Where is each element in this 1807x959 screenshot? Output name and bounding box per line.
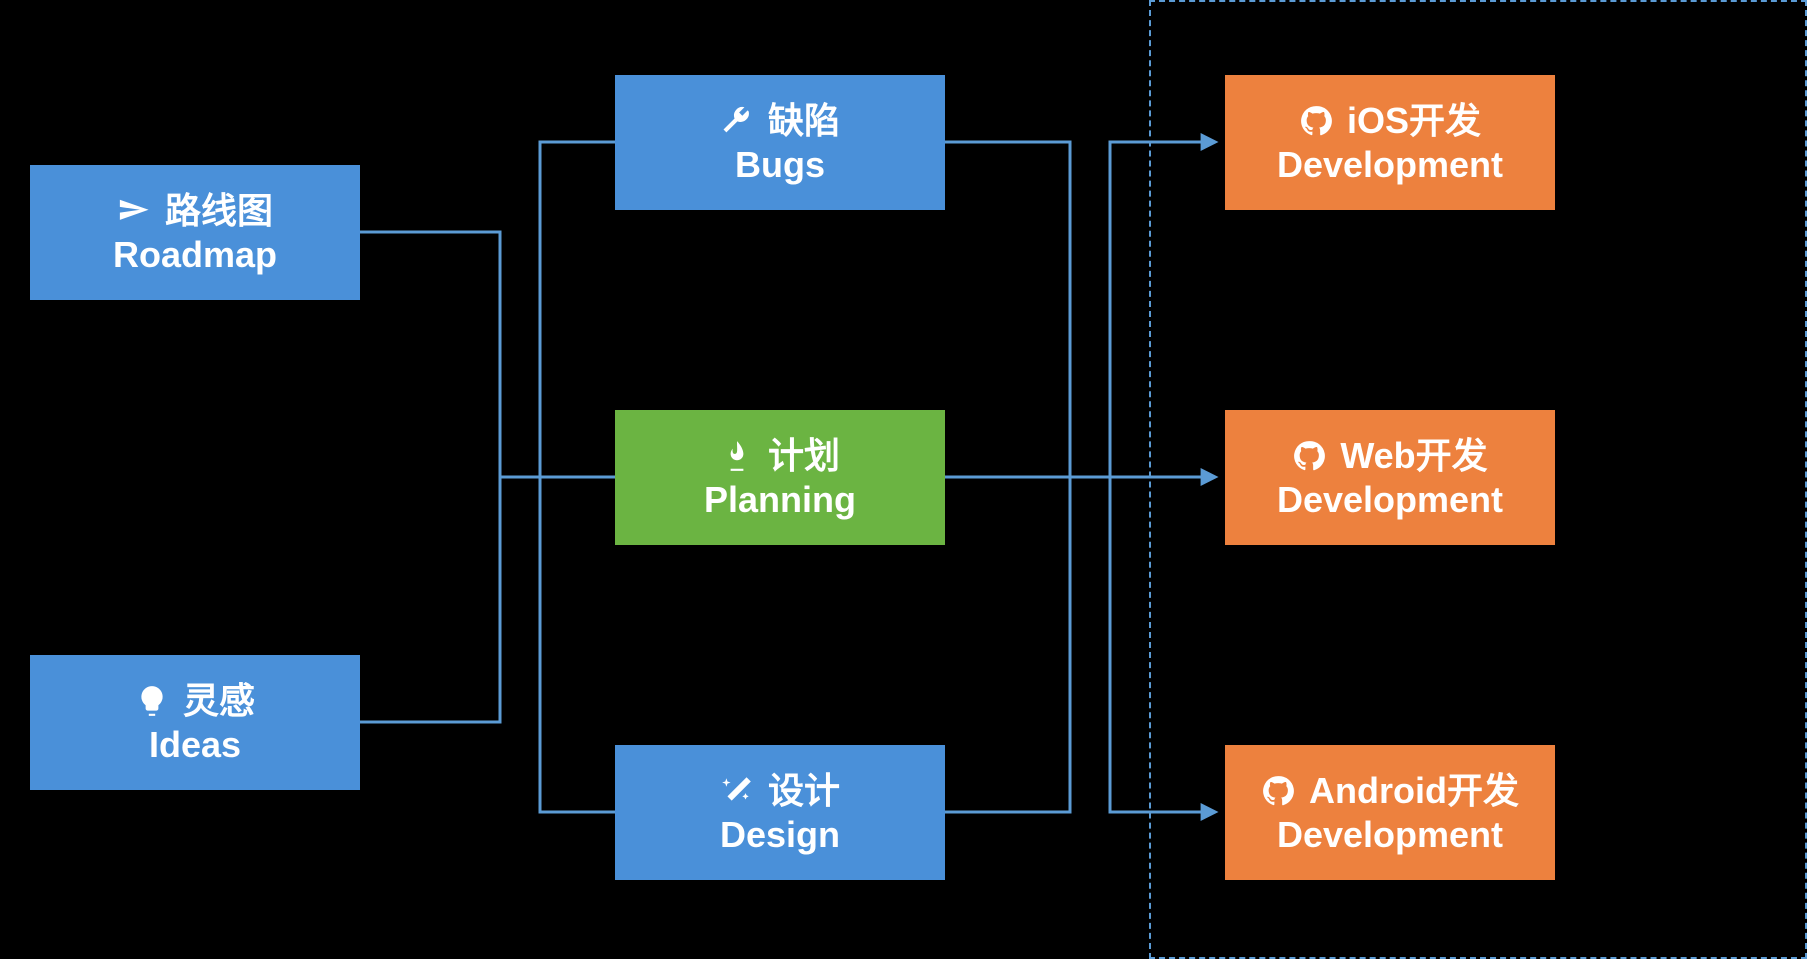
github-icon bbox=[1292, 439, 1326, 473]
node-ios: iOS开发Development bbox=[1225, 75, 1555, 210]
workflow-diagram: 路线图Roadmap 灵感Ideas 缺陷Bugs 计划Planning 设计Desig… bbox=[0, 0, 1807, 959]
node-title-cn: 设计 bbox=[768, 771, 840, 811]
flame-icon bbox=[720, 439, 754, 473]
node-title-cn: 缺陷 bbox=[768, 101, 840, 141]
github-icon bbox=[1261, 774, 1295, 808]
wand-icon bbox=[720, 774, 754, 808]
node-title-cn: 计划 bbox=[768, 436, 840, 476]
node-title-cn: 路线图 bbox=[165, 191, 273, 231]
node-title-cn: iOS开发 bbox=[1347, 101, 1481, 141]
node-title-cn: Web开发 bbox=[1340, 436, 1487, 476]
node-title-en: Development bbox=[1277, 145, 1503, 185]
wrench-icon bbox=[720, 104, 754, 138]
node-title-en: Roadmap bbox=[113, 235, 277, 275]
node-title-en: Development bbox=[1277, 480, 1503, 520]
node-roadmap: 路线图Roadmap bbox=[30, 165, 360, 300]
node-title-cn: 灵感 bbox=[183, 681, 255, 721]
node-design: 设计Design bbox=[615, 745, 945, 880]
edge-bugs-planning bbox=[540, 142, 615, 477]
node-title-en: Bugs bbox=[735, 145, 825, 185]
edge-design-planning bbox=[540, 477, 615, 812]
edge-bugs-ios bbox=[945, 142, 1070, 477]
node-title-en: Ideas bbox=[149, 725, 241, 765]
edge-roadmap-planning bbox=[360, 232, 615, 477]
bulb-icon bbox=[135, 684, 169, 718]
node-ideas: 灵感Ideas bbox=[30, 655, 360, 790]
node-web: Web开发Development bbox=[1225, 410, 1555, 545]
node-title-en: Design bbox=[720, 815, 840, 855]
github-icon bbox=[1299, 104, 1333, 138]
node-planning: 计划Planning bbox=[615, 410, 945, 545]
plane-icon bbox=[117, 194, 151, 228]
node-title-cn: Android开发 bbox=[1309, 771, 1519, 811]
edge-design-android bbox=[945, 477, 1070, 812]
node-bugs: 缺陷Bugs bbox=[615, 75, 945, 210]
node-android: Android开发Development bbox=[1225, 745, 1555, 880]
edge-ideas-planning bbox=[360, 477, 615, 722]
node-title-en: Development bbox=[1277, 815, 1503, 855]
node-title-en: Planning bbox=[704, 480, 856, 520]
